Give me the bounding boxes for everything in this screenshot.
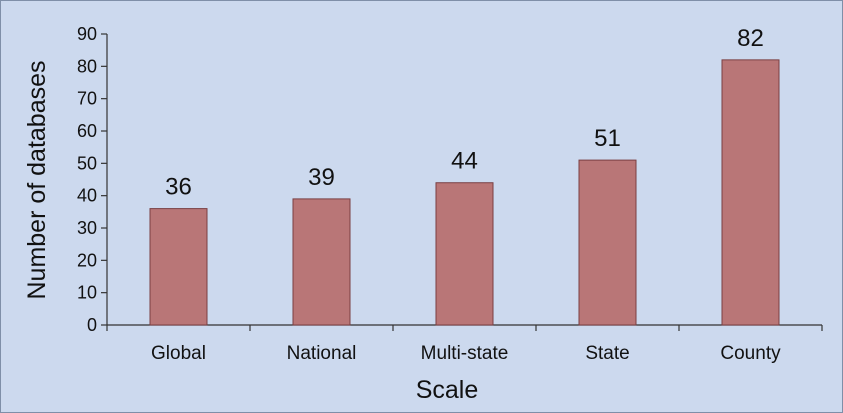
bar-global — [149, 208, 208, 326]
y-axis: 0 10 20 30 40 50 60 70 80 90 — [77, 24, 108, 335]
data-label: 44 — [451, 148, 478, 175]
x-tick-label: National — [287, 343, 357, 364]
bar-state — [578, 159, 637, 326]
bar-multi-state — [435, 182, 494, 326]
bar-county — [721, 59, 780, 326]
bar-national — [292, 198, 351, 326]
x-tick-label: County — [720, 343, 781, 364]
x-axis-title: Scale — [416, 376, 479, 404]
category-labels: Global National Multi-state State County — [151, 343, 781, 364]
y-axis-title: Number of databases — [23, 60, 51, 299]
x-axis — [106, 324, 823, 331]
data-labels: 36 39 44 51 82 — [165, 25, 764, 201]
bars — [149, 59, 780, 326]
y-tick-label: 40 — [77, 186, 97, 206]
y-tick-label: 0 — [87, 315, 97, 335]
data-label: 39 — [308, 164, 335, 191]
data-label: 51 — [594, 125, 621, 152]
data-label: 36 — [165, 174, 192, 201]
y-tick-label: 90 — [77, 24, 97, 44]
x-tick-label: Global — [151, 343, 206, 364]
data-label: 82 — [737, 25, 764, 52]
y-tick-label: 60 — [77, 121, 97, 141]
x-tick-label: State — [585, 343, 629, 364]
y-tick-label: 30 — [77, 218, 97, 238]
y-tick-label: 70 — [77, 89, 97, 109]
x-tick-label: Multi-state — [421, 343, 509, 364]
y-tick-label: 50 — [77, 153, 97, 173]
y-tick-label: 10 — [77, 283, 97, 303]
y-tick-label: 80 — [77, 56, 97, 76]
y-tick-label: 20 — [77, 250, 97, 270]
